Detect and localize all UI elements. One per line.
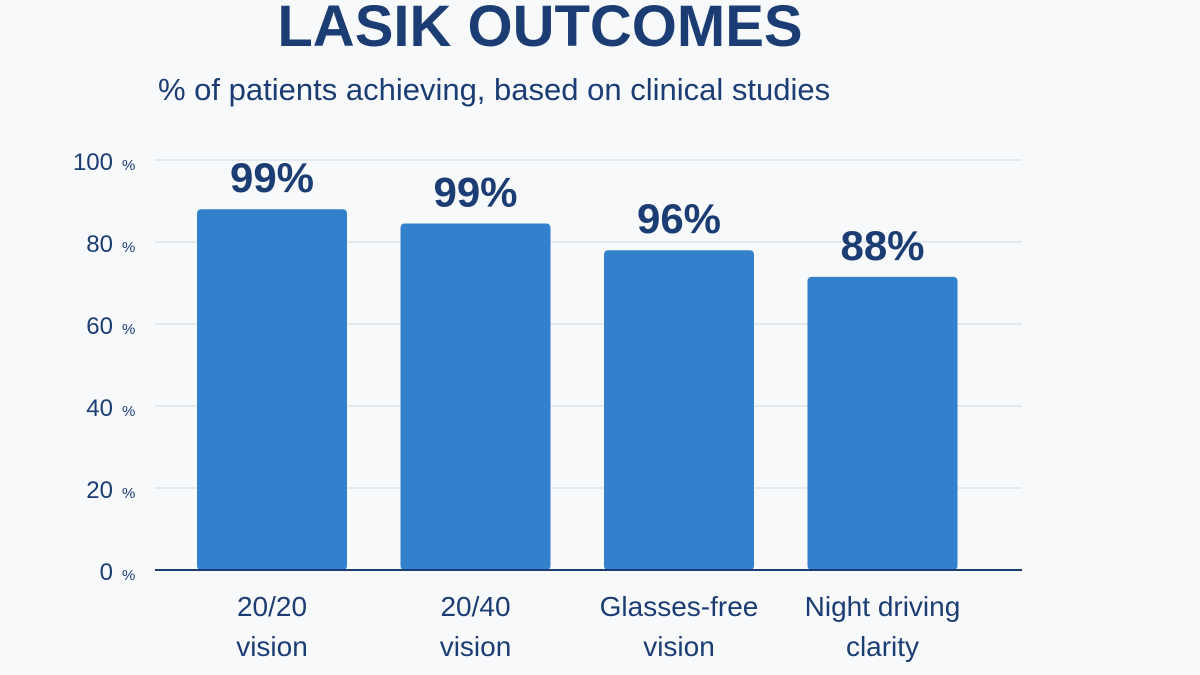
category-label: vision <box>236 631 308 662</box>
data-label: 99% <box>230 154 314 201</box>
data-label: 99% <box>433 169 517 216</box>
y-tick-unit: % <box>122 321 135 338</box>
category-label: Night driving <box>805 591 961 622</box>
category-labels: 20/20 vision 20/40 vision Glasses-free vision… <box>236 591 960 662</box>
y-tick-unit: % <box>122 403 135 420</box>
y-tick-label: 80 <box>86 231 113 258</box>
category-label: clarity <box>846 631 919 662</box>
category-label: Glasses-free <box>600 591 759 622</box>
y-tick-label: 60 <box>86 313 113 340</box>
y-axis-ticks: 0 % 20 % 40 % 60 % 80 % 100% <box>73 149 135 586</box>
category-label: 20/40 <box>440 591 510 622</box>
y-tick-label: 100 <box>73 149 113 176</box>
category-label: vision <box>440 631 512 662</box>
data-label: 96% <box>637 195 721 242</box>
y-tick-unit: % <box>122 567 135 584</box>
y-tick-label: 40 <box>86 395 113 422</box>
y-tick-unit: % <box>122 239 135 256</box>
data-labels: 99% 99% 96% 88% <box>230 154 925 269</box>
bar <box>604 250 754 570</box>
category-label: 20/20 <box>237 591 307 622</box>
data-label: 88% <box>840 222 924 269</box>
y-tick-label: 0 <box>100 559 113 586</box>
y-tick-unit: % <box>122 157 135 174</box>
bar <box>400 223 551 571</box>
y-tick-unit: % <box>122 485 135 502</box>
bar <box>807 276 958 570</box>
chart-title: LASIK OUTCOMES <box>277 0 802 59</box>
y-tick-label: 20 <box>86 477 113 504</box>
category-label: vision <box>643 631 715 662</box>
chart-subtitle: % of patients achieving, based on clinic… <box>158 72 830 107</box>
bars <box>197 209 958 571</box>
bar <box>197 209 347 570</box>
